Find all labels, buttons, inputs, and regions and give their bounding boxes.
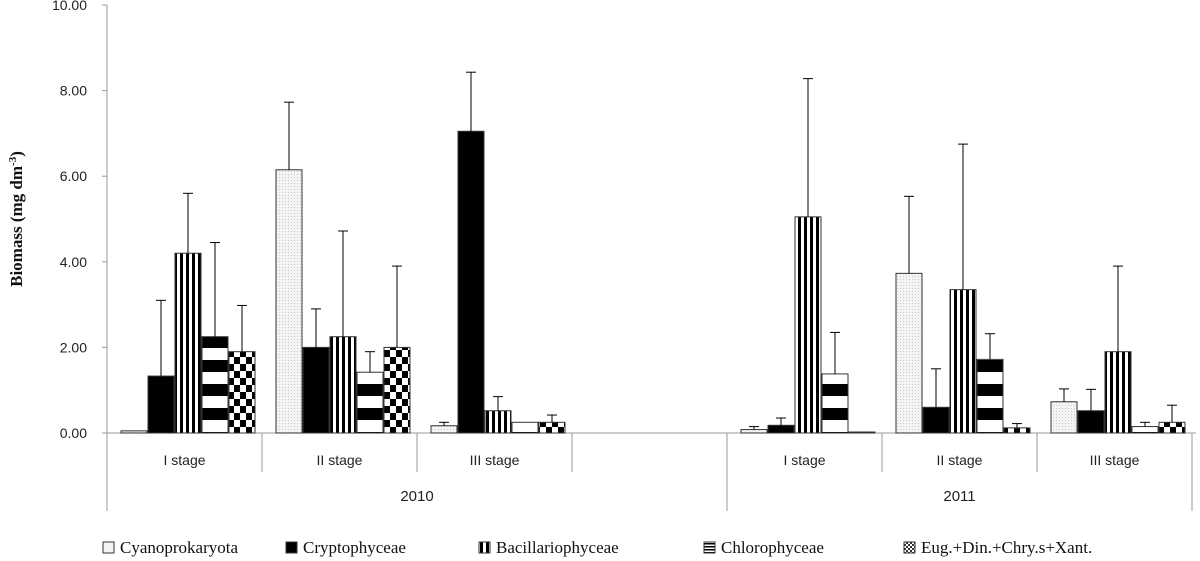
legend-label: Cryptophyceae bbox=[303, 538, 406, 557]
bar bbox=[1158, 421, 1186, 434]
bar bbox=[275, 169, 303, 434]
bar bbox=[821, 373, 849, 434]
bar bbox=[740, 429, 768, 434]
category-label: II stage bbox=[937, 452, 983, 468]
bar bbox=[457, 130, 485, 434]
legend-label: Eug.+Din.+Chry.s+Xant. bbox=[921, 538, 1092, 557]
y-tick-label: 6.00 bbox=[60, 168, 87, 184]
bar bbox=[1131, 426, 1159, 434]
bar bbox=[895, 272, 923, 434]
bar bbox=[1003, 427, 1031, 434]
bar bbox=[922, 406, 950, 434]
category-label: III stage bbox=[470, 452, 520, 468]
legend-swatch bbox=[478, 541, 491, 554]
legend-swatch bbox=[285, 541, 298, 554]
bar bbox=[484, 410, 512, 434]
y-ticks: 0.00 2.00 4.00 6.00 8.00 10.00 bbox=[52, 0, 107, 441]
y-axis-title: Biomass (mg dm-3) bbox=[7, 151, 26, 287]
y-tick-label: 0.00 bbox=[60, 425, 87, 441]
y-tick-label: 8.00 bbox=[60, 83, 87, 99]
legend-swatch bbox=[903, 541, 916, 554]
bar bbox=[538, 421, 566, 434]
y-tick-label: 4.00 bbox=[60, 254, 87, 270]
bar bbox=[949, 289, 977, 434]
bar bbox=[511, 421, 539, 434]
bar bbox=[1104, 351, 1132, 434]
bar bbox=[329, 336, 357, 434]
bar bbox=[430, 425, 458, 434]
bar bbox=[147, 375, 175, 434]
legend-label: Bacillariophyceae bbox=[496, 538, 619, 557]
bar bbox=[976, 358, 1004, 434]
bar bbox=[120, 430, 148, 434]
category-label: I stage bbox=[163, 452, 205, 468]
bar bbox=[1077, 410, 1105, 434]
y-tick-label: 2.00 bbox=[60, 339, 87, 355]
bars bbox=[120, 130, 1186, 434]
bar bbox=[201, 336, 229, 434]
bar bbox=[848, 431, 876, 434]
bar bbox=[356, 371, 384, 434]
bar bbox=[1050, 401, 1078, 434]
legend-swatch bbox=[703, 541, 716, 554]
category-label: II stage bbox=[317, 452, 363, 468]
legend: Cyanoprokaryota Cryptophyceae Bacillarioph… bbox=[102, 538, 1092, 557]
group-year-label: 2010 bbox=[400, 488, 433, 505]
error-bars bbox=[156, 71, 1177, 430]
category-axis: I stage II stage III stage I stage II stage I… bbox=[106, 433, 1193, 511]
y-tick-label: 10.00 bbox=[52, 0, 87, 13]
category-label: III stage bbox=[1090, 452, 1140, 468]
category-label: I stage bbox=[783, 452, 825, 468]
legend-label: Chlorophyceae bbox=[721, 538, 824, 557]
legend-swatch bbox=[102, 541, 115, 554]
group-year-label: 2011 bbox=[943, 488, 975, 505]
bar bbox=[383, 346, 411, 434]
bar bbox=[174, 252, 202, 434]
bar bbox=[302, 346, 330, 434]
legend-label: Cyanoprokaryota bbox=[120, 538, 238, 557]
bar bbox=[228, 351, 256, 434]
bar bbox=[767, 424, 795, 434]
bar bbox=[794, 216, 822, 434]
